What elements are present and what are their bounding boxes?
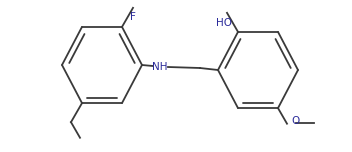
Text: F: F	[130, 12, 136, 22]
Text: NH: NH	[152, 62, 168, 72]
Text: HO: HO	[216, 18, 232, 28]
Text: O: O	[291, 116, 299, 126]
